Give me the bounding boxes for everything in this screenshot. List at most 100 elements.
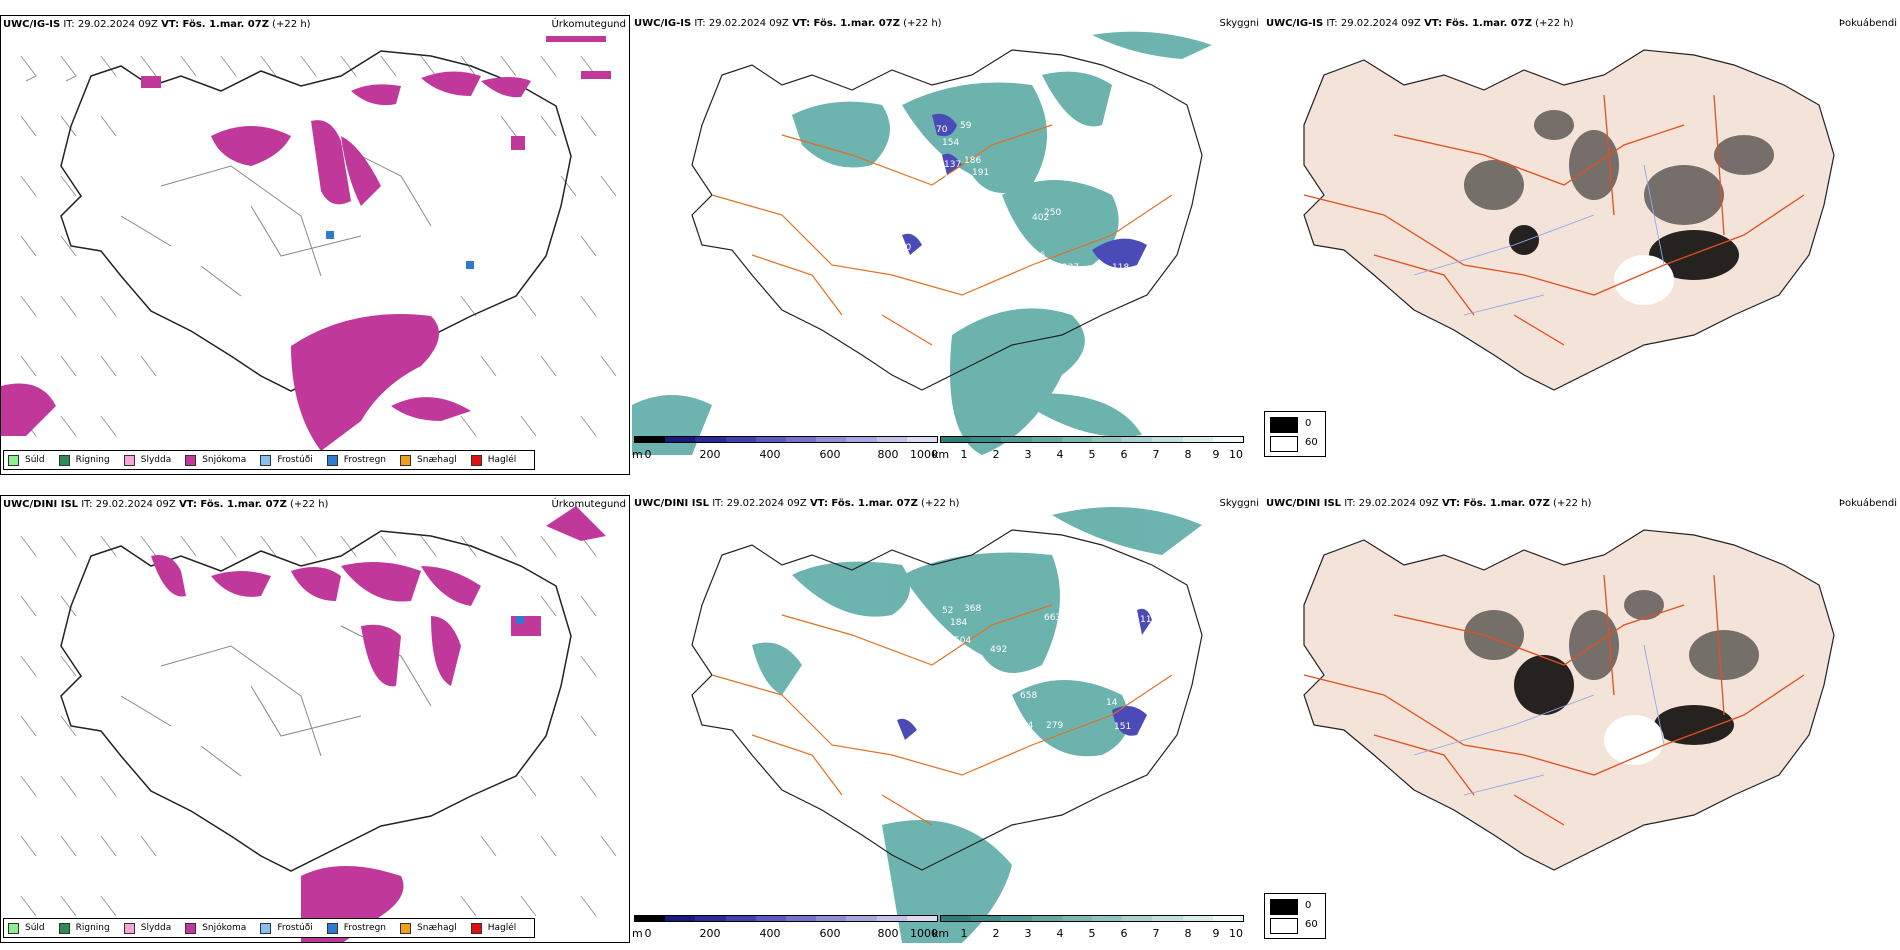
panel-header: UWC/DINI ISL IT: 29.02.2024 09Z VT: Fös.… <box>1266 498 1591 509</box>
lead-time: (+22 h) <box>1553 498 1592 509</box>
scale-tick: 7 <box>1152 927 1160 940</box>
cloud-base-label: 191 <box>972 168 989 178</box>
model-name: UWC/IG-IS <box>3 19 61 30</box>
cloud-base-label: 366 <box>966 660 983 670</box>
fog-legend-swatch-60 <box>1270 436 1298 452</box>
visibility-colorbar <box>940 915 1244 922</box>
cloud-visibility-panel-row1: 70 59 154 137 29 186 191 148 298 315 290… <box>632 15 1262 475</box>
valid-time: VT: Fös. 1.mar. 07Z <box>809 498 918 509</box>
scale-tick: 800 <box>877 448 899 461</box>
cloud-base-label: 104 <box>1016 721 1033 731</box>
scale-tick: 600 <box>819 927 841 940</box>
scale-tick: 9 <box>1212 927 1220 940</box>
iceland-precip-map <box>1 36 617 451</box>
scale-tick: 400 <box>759 927 781 940</box>
panel-title: Úrkomutegund <box>551 19 626 30</box>
iceland-cloud-map: 70 59 154 137 29 186 191 148 298 315 290… <box>632 31 1212 455</box>
iceland-cloud-map: 52 368 184 504 492 366 663 658 180 216 1… <box>691 507 1203 943</box>
init-time: IT: 29.02.2024 09Z <box>1344 498 1439 509</box>
scale-tick: 200 <box>699 927 721 940</box>
legend-item-snow-pellets: Snæhagl <box>400 922 457 934</box>
scale-tick: 10 <box>1229 927 1243 940</box>
panel-title: Þokuábendi <box>1838 18 1897 29</box>
cloud-base-label: 287 <box>872 263 889 273</box>
panel-title: Þokuábendi <box>1838 498 1897 509</box>
iceland-fog-map <box>1303 529 1835 871</box>
cloud-base-label: 217 <box>932 386 949 396</box>
model-name: UWC/IG-IS <box>634 18 692 29</box>
legend-swatch <box>326 922 338 934</box>
cloud-base-label: 52 <box>942 606 953 616</box>
fog-index-panel-row1: UWC/IG-IS IT: 29.02.2024 09Z VT: Fös. 1.… <box>1264 15 1900 475</box>
legend-swatch <box>8 922 19 934</box>
precip-legend: Súld Rigning Slydda Snjókoma Frostúði Fr… <box>3 918 536 938</box>
legend-swatch <box>8 454 19 466</box>
legend-item-drizzle: Súld <box>8 922 45 934</box>
cloud-base-label: 151 <box>1114 722 1131 732</box>
cloud-base-label: 70 <box>936 125 948 135</box>
lead-time: (+22 h) <box>290 499 329 510</box>
cloud-base-label: 186 <box>964 156 981 166</box>
legend-item-sleet: Slydda <box>123 922 171 934</box>
lead-time: (+22 h) <box>1535 18 1574 29</box>
cloud-base-label: 29 <box>942 173 954 183</box>
cloud-base-label: 148 <box>950 190 967 200</box>
legend-swatch <box>185 922 197 934</box>
cloud-base-label: 402 <box>1032 213 1049 223</box>
scale-tick: 6 <box>1120 927 1128 940</box>
legend-swatch <box>326 454 338 466</box>
precip-type-panel-row1: UWC/IG-IS IT: 29.02.2024 09Z VT: Fös. 1.… <box>0 15 630 475</box>
legend-swatch <box>260 922 272 934</box>
legend-swatch <box>470 454 482 466</box>
fog-legend-row1: 0 60 <box>1264 411 1326 457</box>
legend-item-snow: Snjókoma <box>185 922 246 934</box>
cloud-base-label: 300 <box>992 251 1009 261</box>
legend-swatch <box>123 922 135 934</box>
fog-legend-swatch-0 <box>1270 899 1298 915</box>
legend-item-snow: Snjókoma <box>185 454 246 466</box>
legend-item-rain: Rigning <box>58 922 110 934</box>
cloud-base-label: 315 <box>896 206 913 216</box>
scale-tick: 8 <box>1184 927 1192 940</box>
legend-item-hail: Haglél <box>470 454 516 466</box>
legend-item-snow-pellets: Snæhagl <box>400 454 457 466</box>
cloud-base-label: 184 <box>950 618 967 628</box>
scale-tick: 2 <box>992 927 1000 940</box>
scale-tick: 4 <box>1056 927 1064 940</box>
legend-swatch <box>400 454 412 466</box>
cloud-base-label: 118 <box>1112 263 1129 273</box>
scale-tick: 5 <box>1088 927 1096 940</box>
panel-header: UWC/IG-IS IT: 29.02.2024 09Z VT: Fös. 1.… <box>1266 18 1574 29</box>
cloud-base-label: 279 <box>1046 721 1063 731</box>
legend-swatch <box>58 922 70 934</box>
cloud-base-label: 290 <box>894 223 911 233</box>
legend-swatch <box>400 922 412 934</box>
cloud-base-label: 368 <box>964 604 981 614</box>
panel-title: Skyggni <box>1219 18 1259 29</box>
lead-time: (+22 h) <box>921 498 960 509</box>
scale-tick: 6 <box>1120 448 1128 461</box>
panel-title: Skyggni <box>1219 498 1259 509</box>
scale-tick: 3 <box>1024 927 1032 940</box>
cloud-base-scale: m 0 200 400 600 800 1000 <box>632 436 938 461</box>
fog-legend-swatch-0 <box>1270 417 1298 433</box>
cloud-base-label: 492 <box>990 645 1007 655</box>
legend-swatch <box>260 454 272 466</box>
cloud-base-label: 180 <box>896 710 913 720</box>
cloud-base-label: 163 <box>940 246 957 256</box>
init-time: IT: 29.02.2024 09Z <box>694 18 789 29</box>
scale-tick: 0 <box>644 927 652 940</box>
valid-time: VT: Fös. 1.mar. 07Z <box>1424 18 1532 29</box>
cloud-base-label: 33 <box>1172 628 1183 638</box>
scale-unit: km <box>932 927 950 940</box>
legend-item-freezing-rain: Frostregn <box>326 454 386 466</box>
panel-header: UWC/DINI ISL IT: 29.02.2024 09Z VT: Fös.… <box>3 499 328 510</box>
cloud-base-label: 97 <box>1132 148 1143 158</box>
scale-tick: 1 <box>960 927 968 940</box>
scale-tick: 200 <box>699 448 721 461</box>
model-name: UWC/DINI ISL <box>1266 498 1342 509</box>
legend-swatch <box>123 454 135 466</box>
iceland-precip-map <box>20 506 617 942</box>
cloud-base-colorbar <box>634 436 938 443</box>
scale-tick: 400 <box>759 448 781 461</box>
